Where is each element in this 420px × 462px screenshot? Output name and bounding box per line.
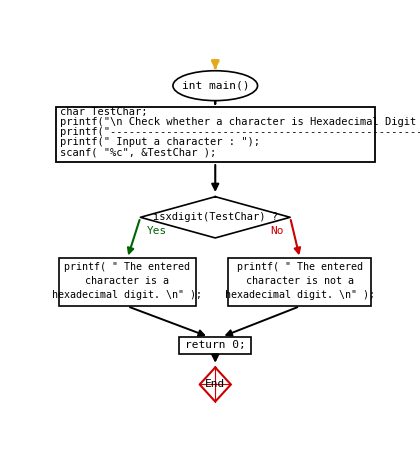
Ellipse shape — [173, 71, 257, 101]
Text: character is not a: character is not a — [246, 276, 354, 286]
Text: int main(): int main() — [181, 81, 249, 91]
Text: printf("----------------------------------------------------------\n");: printf("--------------------------------… — [60, 127, 420, 137]
Text: char TestChar;: char TestChar; — [60, 107, 147, 117]
Text: isxdigit(TestChar) ?: isxdigit(TestChar) ? — [153, 213, 278, 222]
Text: printf("\n Check whether a character is Hexadecimal Digit or not :\n");: printf("\n Check whether a character is … — [60, 117, 420, 127]
Text: printf( " The entered: printf( " The entered — [64, 261, 190, 272]
Text: printf(" Input a character : ");: printf(" Input a character : "); — [60, 137, 260, 147]
Text: return 0;: return 0; — [185, 340, 246, 350]
Text: hexadecimal digit. \n" );: hexadecimal digit. \n" ); — [52, 290, 202, 300]
FancyBboxPatch shape — [179, 337, 251, 354]
Text: printf( " The entered: printf( " The entered — [237, 261, 363, 272]
FancyBboxPatch shape — [56, 107, 375, 162]
Polygon shape — [200, 367, 231, 401]
FancyBboxPatch shape — [228, 258, 372, 306]
Text: scanf( "%c", &TestChar );: scanf( "%c", &TestChar ); — [60, 147, 216, 157]
FancyBboxPatch shape — [59, 258, 196, 306]
Text: End: End — [205, 379, 226, 389]
Text: character is a: character is a — [85, 276, 169, 286]
Text: hexadecimal digit. \n" );: hexadecimal digit. \n" ); — [225, 290, 375, 300]
Polygon shape — [140, 197, 290, 238]
Text: No: No — [270, 226, 284, 236]
Text: Yes: Yes — [147, 226, 167, 236]
